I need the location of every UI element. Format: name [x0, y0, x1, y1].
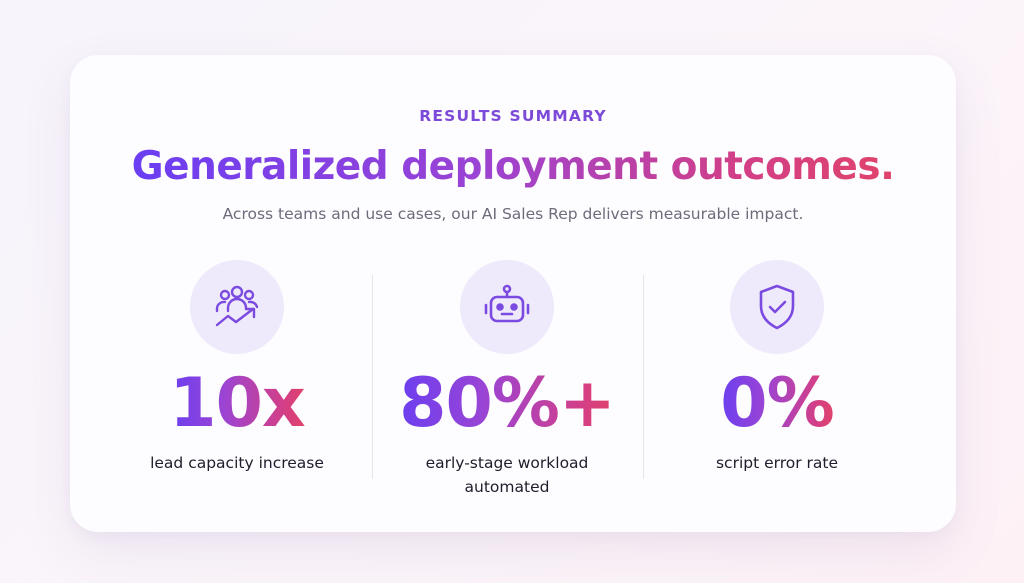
stat-label: script error rate — [715, 454, 839, 472]
stat-divider — [372, 275, 373, 479]
stat-workload-automated: 80%+ early-stage workload automated — [377, 260, 637, 499]
stat-value: 80%+ — [399, 364, 616, 443]
stat-lead-capacity: 10x lead capacity increase — [107, 260, 367, 475]
page-subtitle: Across teams and use cases, our AI Sales… — [222, 205, 804, 223]
shield-check-icon — [730, 260, 824, 354]
headline-text: Generalized deployment outcomes. — [131, 144, 895, 189]
stat-script-error: 0% script error rate — [647, 260, 907, 475]
stat-value: 0% — [720, 364, 834, 443]
stat-label: early-stage workload automated — [425, 454, 589, 496]
robot-icon — [460, 260, 554, 354]
team-growth-icon — [190, 260, 284, 354]
results-card: RESULTS SUMMARY Generalized deployment o… — [70, 55, 956, 532]
stat-divider — [643, 275, 644, 479]
page-title: Generalized deployment outcomes. — [70, 139, 956, 195]
section-eyebrow: RESULTS SUMMARY — [419, 107, 607, 125]
stat-value: 10x — [169, 364, 305, 443]
stat-label: lead capacity increase — [150, 454, 324, 472]
